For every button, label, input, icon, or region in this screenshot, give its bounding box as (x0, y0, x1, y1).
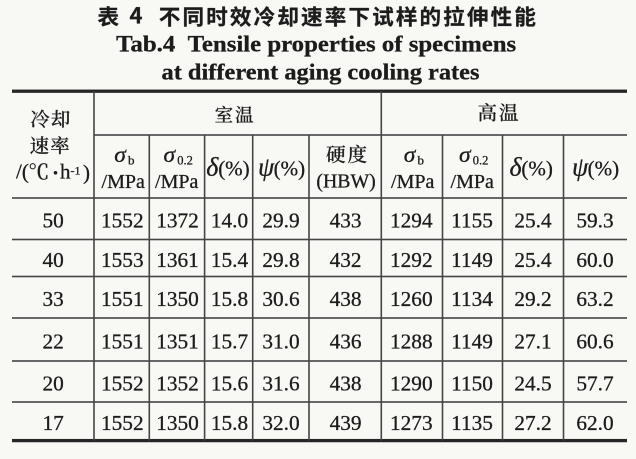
svg-text:(%): (%) (521, 157, 552, 181)
svg-text:1553: 1553 (101, 248, 144, 272)
svg-text:1149: 1149 (451, 329, 493, 353)
svg-text:(%): (%) (274, 157, 305, 181)
svg-text:/MPa: /MPa (451, 171, 494, 193)
svg-text:439: 439 (330, 411, 362, 435)
svg-text:14.0: 14.0 (211, 209, 248, 233)
svg-text:15.4: 15.4 (211, 248, 249, 272)
svg-text:b: b (418, 153, 425, 168)
svg-text:62.0: 62.0 (576, 411, 613, 435)
svg-text:22: 22 (42, 329, 63, 353)
svg-text:δ: δ (509, 153, 522, 182)
svg-text:25.4: 25.4 (514, 248, 552, 272)
svg-text:25.4: 25.4 (514, 209, 552, 233)
svg-text:σ: σ (404, 142, 417, 168)
svg-text:438: 438 (330, 287, 362, 311)
svg-text:0.2: 0.2 (177, 154, 193, 168)
svg-text:31.0: 31.0 (262, 329, 299, 353)
svg-text:30.6: 30.6 (262, 287, 300, 311)
svg-text:/(: /( (16, 160, 29, 184)
svg-text:1552: 1552 (101, 209, 144, 233)
svg-text:60.0: 60.0 (576, 248, 613, 272)
svg-text:15.7: 15.7 (211, 329, 249, 353)
svg-text:Tab.4 Tensile properties of s: Tab.4 Tensile properties of specimens (116, 32, 516, 58)
svg-text:1350: 1350 (156, 411, 199, 435)
svg-text:1294: 1294 (390, 209, 433, 233)
svg-text:1290: 1290 (390, 371, 433, 395)
svg-text:/MPa: /MPa (102, 171, 145, 193)
svg-text:433: 433 (330, 209, 362, 233)
svg-text:438: 438 (330, 371, 362, 395)
svg-text:σ: σ (459, 142, 472, 168)
svg-text:436: 436 (330, 329, 362, 353)
svg-text:(HBW): (HBW) (316, 170, 375, 192)
svg-text:17: 17 (42, 411, 64, 435)
svg-text:σ: σ (114, 142, 127, 168)
svg-text:59.3: 59.3 (576, 209, 613, 233)
svg-text:1292: 1292 (390, 248, 433, 272)
svg-text:h: h (60, 160, 71, 184)
svg-text:1150: 1150 (451, 371, 493, 395)
svg-text:1149: 1149 (451, 248, 493, 272)
svg-text:20: 20 (42, 371, 63, 395)
svg-text:1350: 1350 (156, 287, 199, 311)
svg-text:63.2: 63.2 (576, 287, 613, 311)
svg-text:27.2: 27.2 (514, 411, 551, 435)
svg-text:δ: δ (206, 153, 219, 182)
svg-text:1260: 1260 (390, 287, 433, 311)
svg-text:ψ: ψ (572, 153, 589, 182)
svg-text:1372: 1372 (156, 209, 199, 233)
svg-text:ψ: ψ (258, 153, 275, 182)
svg-text:1552: 1552 (101, 411, 144, 435)
svg-text:33: 33 (42, 287, 63, 311)
svg-text:/MPa: /MPa (391, 171, 434, 193)
svg-text:432: 432 (330, 248, 362, 272)
svg-text:1361: 1361 (156, 248, 199, 272)
svg-text:-1: -1 (71, 164, 81, 178)
svg-text:1273: 1273 (390, 411, 433, 435)
svg-text:60.6: 60.6 (576, 329, 614, 353)
svg-text:29.2: 29.2 (514, 287, 551, 311)
svg-text:σ: σ (164, 142, 177, 168)
svg-text:): ) (83, 161, 90, 185)
svg-text:15.8: 15.8 (211, 411, 248, 435)
svg-text:29.9: 29.9 (262, 209, 299, 233)
svg-text:1551: 1551 (101, 329, 144, 353)
svg-text:31.6: 31.6 (262, 371, 300, 395)
svg-text:57.7: 57.7 (576, 371, 614, 395)
svg-text:1135: 1135 (451, 411, 493, 435)
svg-text:15.6: 15.6 (211, 371, 249, 395)
svg-text:1552: 1552 (101, 371, 144, 395)
svg-text:1288: 1288 (390, 329, 433, 353)
svg-text:(%): (%) (588, 157, 619, 181)
svg-text:24.5: 24.5 (514, 371, 551, 395)
svg-text:29.8: 29.8 (262, 248, 299, 272)
svg-text:b: b (128, 153, 135, 168)
svg-text:0.2: 0.2 (473, 154, 489, 168)
svg-text:1134: 1134 (451, 287, 493, 311)
svg-text:/MPa: /MPa (155, 171, 198, 193)
svg-text:1551: 1551 (101, 287, 144, 311)
svg-text:27.1: 27.1 (514, 329, 551, 353)
svg-text:(%): (%) (218, 157, 249, 181)
svg-text:1155: 1155 (451, 209, 493, 233)
svg-text:1351: 1351 (156, 329, 199, 353)
svg-text:1352: 1352 (156, 371, 199, 395)
svg-text:50: 50 (42, 209, 63, 233)
svg-text:at different aging cooling rat: at different aging cooling rates (162, 59, 480, 85)
svg-text:32.0: 32.0 (262, 411, 299, 435)
svg-text:40: 40 (42, 248, 63, 272)
svg-text:15.8: 15.8 (211, 287, 248, 311)
